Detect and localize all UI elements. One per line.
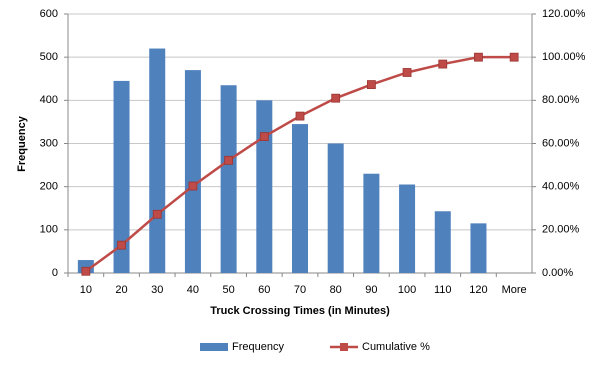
marker <box>295 111 305 121</box>
x-axis-label: Truck Crossing Times (in Minutes) <box>210 305 390 317</box>
bar <box>327 143 344 273</box>
y-tick-label: 400 <box>40 94 58 106</box>
y2-tick-label: 100.00% <box>542 51 586 63</box>
marker <box>366 80 376 89</box>
marker <box>402 68 412 77</box>
x-tick-label: 40 <box>187 284 199 296</box>
x-tick-label: 10 <box>80 284 92 296</box>
legend-swatch <box>200 343 228 351</box>
x-tick-label: 120 <box>469 284 487 296</box>
marker <box>188 181 198 191</box>
x-tick-label: 20 <box>115 284 127 296</box>
bar <box>292 124 308 273</box>
marker <box>331 93 341 103</box>
marker <box>224 155 234 165</box>
bar <box>256 100 273 273</box>
bar <box>363 173 380 273</box>
y-tick-label: 100 <box>40 224 58 236</box>
x-tick-label: 70 <box>294 284 306 296</box>
y-tick-label: 600 <box>40 8 58 20</box>
marker <box>509 52 519 62</box>
y-tick-label: 200 <box>40 181 58 193</box>
y2-tick-label: 60.00% <box>542 137 580 149</box>
x-tick-label: 90 <box>365 284 377 296</box>
y2-tick-label: 40.00% <box>542 181 580 193</box>
bar <box>220 85 237 273</box>
y-tick-label: 500 <box>40 51 58 63</box>
bar <box>470 223 487 273</box>
marker <box>117 240 126 250</box>
bar <box>434 211 451 273</box>
y-tick-label: 300 <box>40 137 58 149</box>
bar <box>113 80 130 274</box>
marker <box>474 52 483 62</box>
y-axis-label: Frequency <box>16 115 28 172</box>
marker <box>81 266 91 276</box>
marker <box>152 209 162 219</box>
legend-label: Frequency <box>232 341 284 353</box>
x-tick-label: 50 <box>222 284 234 296</box>
bar <box>399 184 416 273</box>
y2-tick-label: 20.00% <box>542 224 580 236</box>
legend-label: Cumulative % <box>362 341 430 353</box>
x-tick-label: 30 <box>151 284 163 296</box>
y2-tick-label: 120.00% <box>542 8 586 20</box>
x-tick-label: 60 <box>258 284 270 296</box>
bar <box>184 70 201 273</box>
marker <box>259 132 269 141</box>
legend-swatch <box>340 343 348 351</box>
bar <box>149 48 166 274</box>
x-tick-label: 100 <box>398 284 416 296</box>
x-tick-label: 110 <box>434 284 452 296</box>
y2-tick-label: 80.00% <box>542 94 580 106</box>
y2-tick-label: 0.00% <box>542 267 573 279</box>
marker <box>438 59 448 69</box>
x-tick-label: 80 <box>330 284 342 296</box>
x-tick-label: More <box>502 284 527 296</box>
y-tick-label: 0 <box>52 267 58 279</box>
